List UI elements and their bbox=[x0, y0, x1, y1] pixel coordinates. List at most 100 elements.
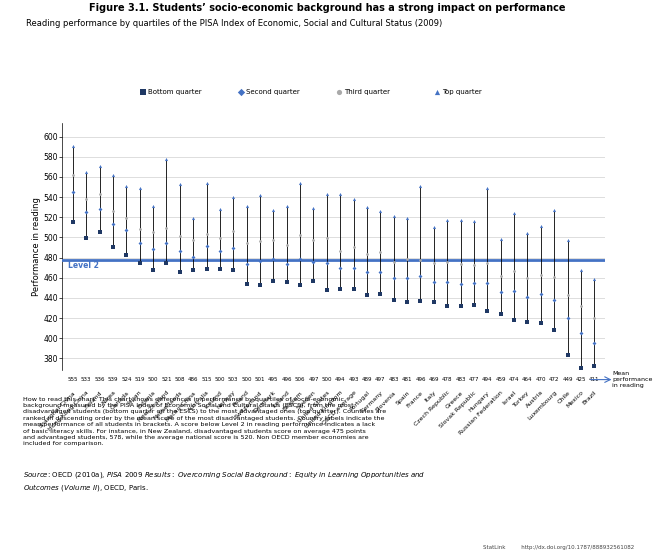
Point bbox=[432, 88, 442, 97]
Point bbox=[161, 239, 171, 248]
Text: 506: 506 bbox=[295, 377, 305, 382]
Text: 508: 508 bbox=[175, 377, 185, 382]
Point bbox=[469, 278, 479, 287]
Text: 464: 464 bbox=[522, 377, 532, 382]
Text: 519: 519 bbox=[135, 377, 145, 382]
Point bbox=[137, 88, 148, 97]
Point bbox=[562, 290, 573, 299]
Text: 493: 493 bbox=[349, 377, 359, 382]
Point bbox=[469, 217, 479, 226]
Point bbox=[161, 154, 171, 163]
Point bbox=[201, 242, 212, 251]
Point bbox=[415, 255, 426, 264]
Point bbox=[255, 256, 266, 265]
Text: Shanghai-China: Shanghai-China bbox=[38, 390, 77, 428]
Point bbox=[562, 236, 573, 245]
Point bbox=[148, 245, 158, 254]
Point bbox=[94, 189, 105, 198]
Point bbox=[349, 263, 359, 272]
Point bbox=[482, 306, 492, 315]
Point bbox=[536, 222, 546, 231]
Point bbox=[175, 179, 185, 188]
Text: Hungary: Hungary bbox=[468, 390, 491, 413]
Text: 539: 539 bbox=[108, 377, 118, 382]
Text: 494: 494 bbox=[482, 377, 492, 382]
Point bbox=[549, 326, 559, 335]
Text: United States: United States bbox=[297, 390, 330, 423]
Point bbox=[522, 273, 532, 282]
Point bbox=[549, 295, 559, 304]
Point bbox=[362, 267, 372, 276]
Point bbox=[469, 300, 479, 309]
Text: Poland: Poland bbox=[232, 390, 250, 408]
Point bbox=[335, 189, 345, 198]
Text: 495: 495 bbox=[268, 377, 279, 382]
Text: Hong Kong-China: Hong Kong-China bbox=[48, 390, 90, 432]
Point bbox=[268, 276, 279, 285]
Text: Turkey: Turkey bbox=[513, 390, 531, 408]
Text: Estonia: Estonia bbox=[137, 390, 156, 410]
Point bbox=[228, 227, 239, 236]
Point bbox=[442, 216, 453, 224]
Text: Third quarter: Third quarter bbox=[344, 90, 390, 95]
Text: Iceland: Iceland bbox=[203, 390, 224, 409]
Point bbox=[121, 250, 131, 259]
Point bbox=[589, 362, 600, 371]
Point bbox=[362, 249, 372, 258]
Text: Chile: Chile bbox=[557, 390, 571, 404]
Point bbox=[455, 301, 466, 310]
Point bbox=[428, 258, 439, 267]
Text: 477: 477 bbox=[469, 377, 479, 382]
Point bbox=[148, 265, 158, 274]
Text: Ireland: Ireland bbox=[271, 390, 290, 409]
Point bbox=[215, 234, 225, 243]
Point bbox=[335, 263, 345, 272]
Text: Sweden: Sweden bbox=[296, 390, 317, 411]
Point bbox=[241, 239, 252, 248]
Point bbox=[375, 247, 386, 256]
Y-axis label: Performance in reading: Performance in reading bbox=[31, 197, 41, 296]
Point bbox=[161, 258, 171, 267]
Text: Finland: Finland bbox=[84, 390, 103, 409]
Point bbox=[241, 202, 252, 211]
Text: Canada: Canada bbox=[109, 390, 130, 411]
Point bbox=[349, 243, 359, 252]
Point bbox=[135, 225, 145, 234]
Text: Greece: Greece bbox=[445, 390, 464, 409]
Text: Slovenia: Slovenia bbox=[375, 390, 397, 412]
Point bbox=[188, 236, 198, 245]
Text: 497: 497 bbox=[308, 377, 318, 382]
Text: 472: 472 bbox=[549, 377, 559, 382]
Text: United Kingdom: United Kingdom bbox=[305, 390, 344, 429]
Text: 496: 496 bbox=[281, 377, 292, 382]
Text: 500: 500 bbox=[322, 377, 332, 382]
Point bbox=[589, 274, 600, 283]
Point bbox=[402, 214, 412, 223]
Text: Netherlands: Netherlands bbox=[152, 390, 183, 421]
Point bbox=[281, 241, 292, 250]
Point bbox=[442, 301, 453, 310]
Text: Mexico: Mexico bbox=[565, 390, 585, 409]
Point bbox=[268, 236, 279, 245]
Text: Portugal: Portugal bbox=[349, 390, 371, 412]
Text: 533: 533 bbox=[81, 377, 92, 382]
Point bbox=[362, 203, 372, 212]
Text: OECD average: OECD average bbox=[321, 390, 357, 426]
Point bbox=[576, 364, 586, 373]
Point bbox=[322, 234, 332, 243]
Point bbox=[188, 265, 198, 274]
Point bbox=[241, 279, 252, 288]
Text: How to read this chart: This chart shows differences in performance by quartiles: How to read this chart: This chart shows… bbox=[23, 397, 386, 446]
Point bbox=[402, 297, 412, 306]
Point bbox=[349, 284, 359, 293]
Text: Czech Republic: Czech Republic bbox=[413, 390, 451, 427]
Text: Italy: Italy bbox=[424, 390, 438, 403]
Point bbox=[308, 236, 318, 245]
Point bbox=[228, 244, 239, 253]
Text: 494: 494 bbox=[335, 377, 345, 382]
Point bbox=[121, 214, 131, 223]
Point bbox=[308, 204, 318, 213]
Point bbox=[255, 237, 266, 246]
Point bbox=[135, 258, 145, 267]
Text: Second quarter: Second quarter bbox=[246, 90, 300, 95]
